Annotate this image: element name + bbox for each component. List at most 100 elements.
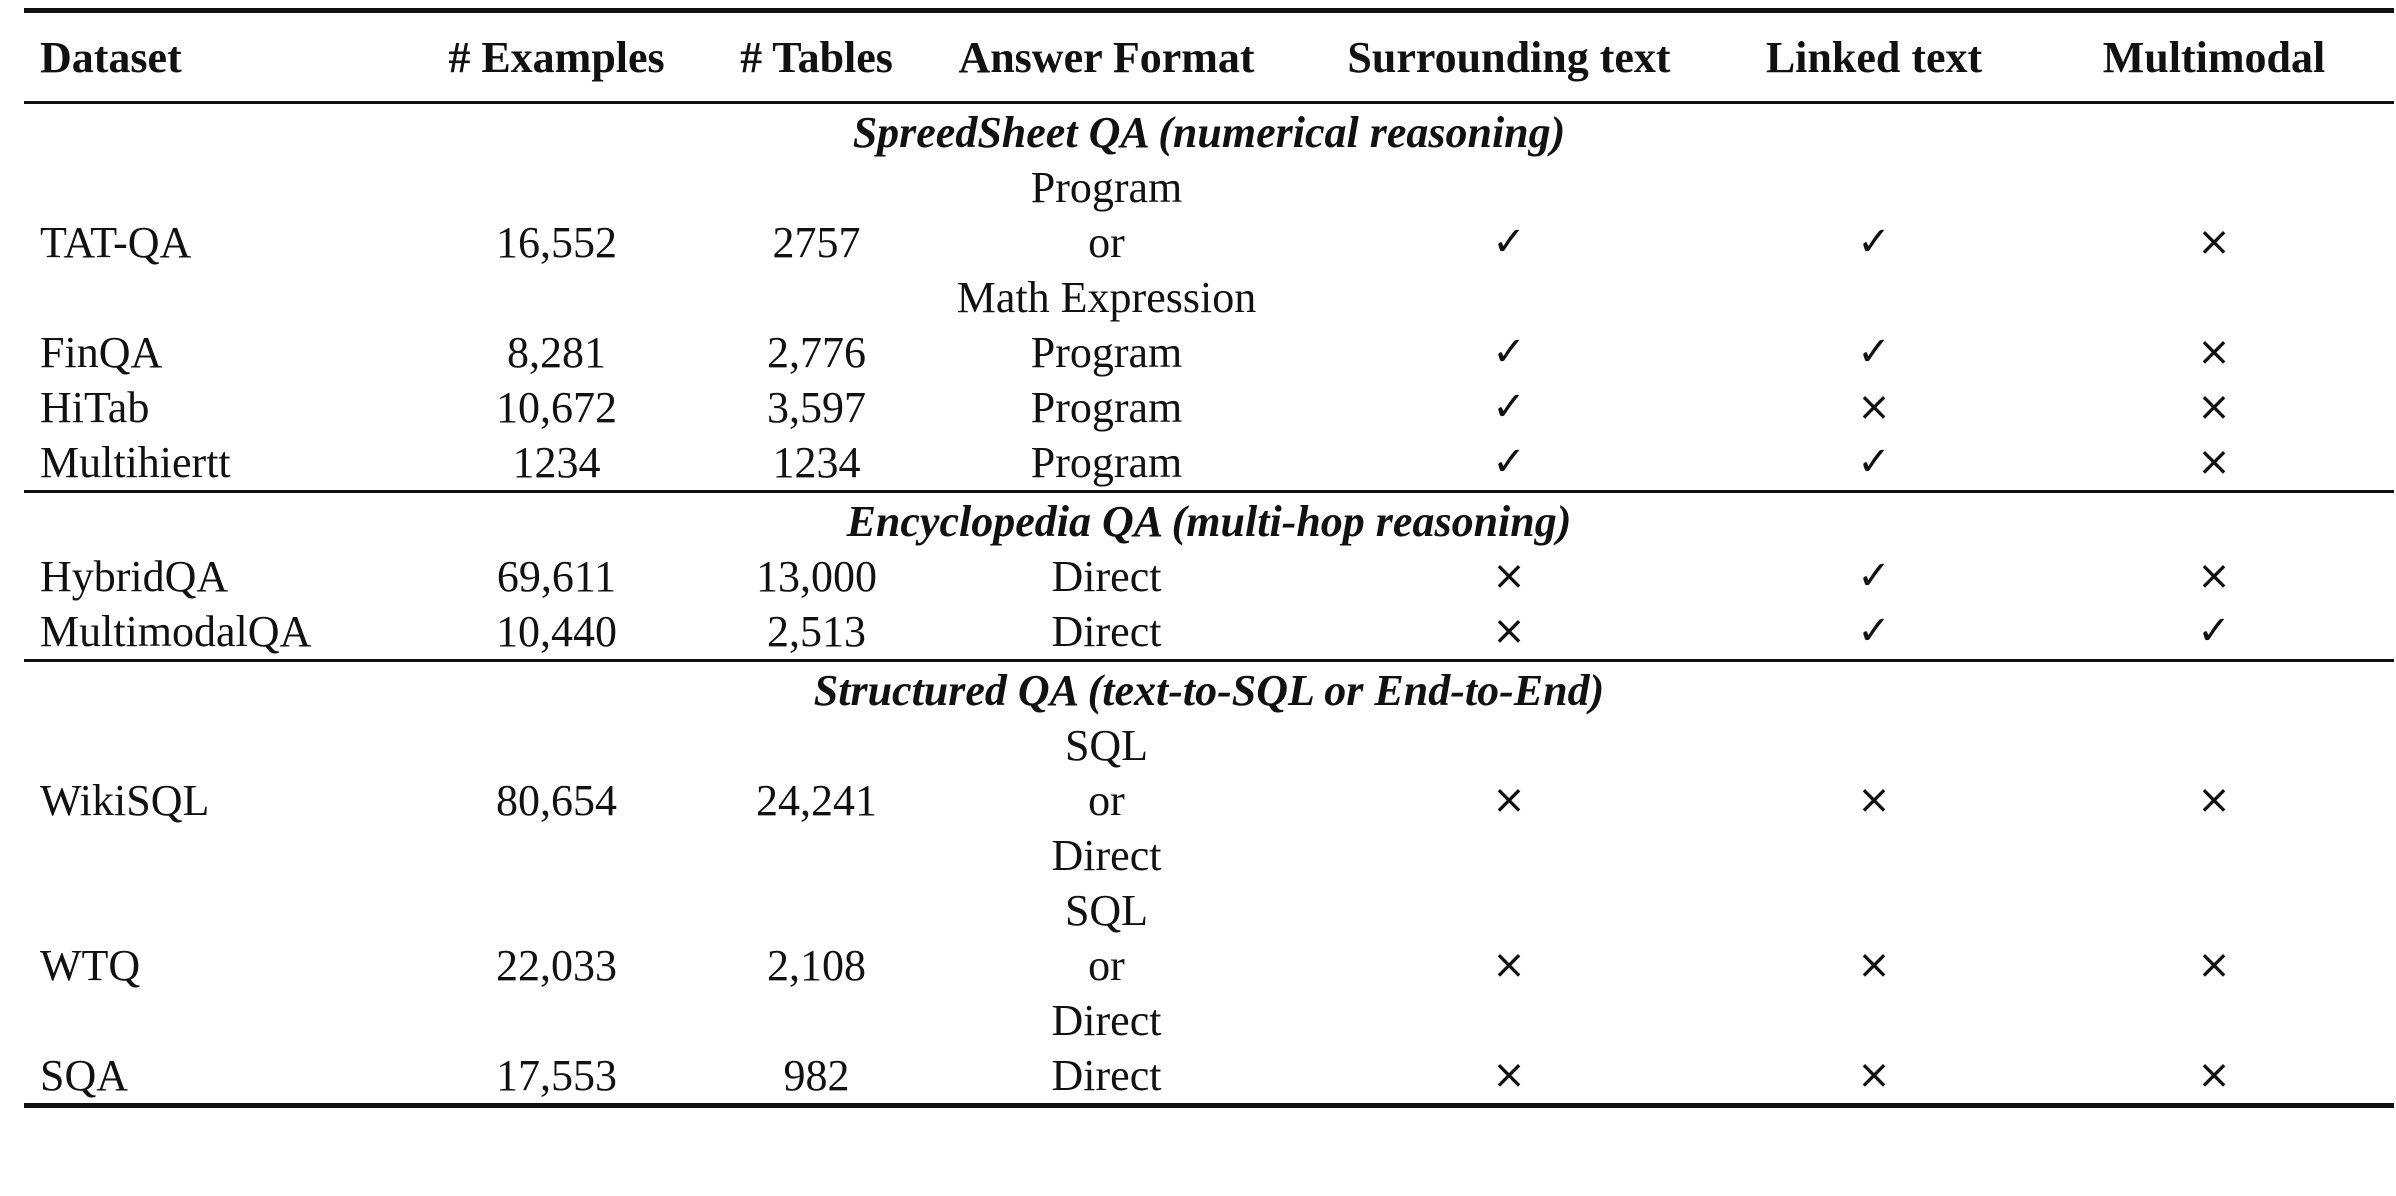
answer-format-line: Direct	[1051, 831, 1162, 880]
examples-cell: 80,654	[496, 776, 617, 825]
tables-cell: 24,241	[756, 776, 877, 825]
linked-text-cell: ×	[1857, 384, 1891, 430]
examples-cell: 17,553	[389, 1048, 724, 1108]
examples-cell: 10,672	[496, 383, 617, 432]
header-multimodal: Multimodal	[2034, 8, 2394, 104]
multimodal-cell: ×	[2197, 384, 2231, 430]
multimodal-cell: ×	[2197, 942, 2231, 988]
answer-format-line: Program	[1030, 163, 1183, 212]
answer-format-cell: Program	[909, 435, 1304, 493]
dataset-cell: FinQA	[40, 328, 163, 377]
answer-format-line: Direct	[1051, 996, 1162, 1045]
answer-format-line: SQL	[1064, 886, 1149, 935]
surrounding-text-cell: ✓	[1304, 435, 1714, 493]
dataset-cell: WikiSQL	[40, 776, 210, 825]
linked-text-cell: ✓	[1857, 219, 1891, 265]
multimodal-cell: ×	[2034, 1048, 2394, 1108]
dataset-cell: HiTab	[40, 383, 150, 432]
linked-text-cell: ×	[1714, 1048, 2034, 1108]
answer-format-cell: Direct	[909, 1048, 1304, 1108]
dataset-comparison-table: Dataset # Examples # Tables Answer Forma…	[24, 8, 2394, 1108]
multimodal-cell: ×	[2197, 219, 2231, 265]
table-row: FinQA 8,281 2,776 Program ✓ ✓ ×	[24, 325, 2394, 380]
dataset-cell: MultimodalQA	[24, 604, 389, 662]
section-row: Encyclopedia QA (multi-hop reasoning)	[24, 492, 2394, 550]
header-linked-text: Linked text	[1714, 8, 2034, 104]
dataset-cell: TAT-QA	[40, 218, 192, 267]
section-row: Structured QA (text-to-SQL or End-to-End…	[24, 661, 2394, 719]
answer-format-cell: SQL or Direct	[909, 718, 1304, 883]
tables-cell: 2,776	[767, 328, 866, 377]
table-row: MultimodalQA 10,440 2,513 Direct × ✓ ✓	[24, 604, 2394, 662]
surrounding-text-cell: ×	[1304, 1048, 1714, 1108]
section-row: SpreedSheet QA (numerical reasoning)	[24, 103, 2394, 161]
table-row: HiTab 10,672 3,597 Program ✓ × ×	[24, 380, 2394, 435]
answer-format-line: Direct	[1051, 552, 1162, 601]
linked-text-cell: ×	[1857, 942, 1891, 988]
section-title: Structured QA (text-to-SQL or End-to-End…	[813, 665, 1605, 715]
linked-text-cell: ✓	[1857, 553, 1891, 599]
tables-cell: 982	[724, 1048, 909, 1108]
tables-cell: 2,108	[767, 941, 866, 990]
tables-cell: 3,597	[767, 383, 866, 432]
linked-text-cell: ×	[1857, 777, 1891, 823]
header-dataset: Dataset	[24, 8, 389, 104]
examples-cell: 8,281	[507, 328, 606, 377]
multimodal-cell: ×	[2197, 329, 2231, 375]
examples-cell: 22,033	[496, 941, 617, 990]
table-row: HybridQA 69,611 13,000 Direct × ✓ ×	[24, 549, 2394, 604]
tables-cell: 2,513	[724, 604, 909, 662]
dataset-cell: Multihiertt	[24, 435, 389, 493]
multimodal-cell: ×	[2197, 553, 2231, 599]
answer-format-line: or	[1088, 941, 1125, 990]
surrounding-text-cell: ×	[1492, 777, 1526, 823]
header-surrounding-text: Surrounding text	[1304, 8, 1714, 104]
surrounding-text-cell: ×	[1304, 604, 1714, 662]
dataset-cell: HybridQA	[40, 552, 229, 601]
examples-cell: 16,552	[496, 218, 617, 267]
linked-text-cell: ✓	[1714, 604, 2034, 662]
answer-format-line: SQL	[1064, 721, 1149, 770]
surrounding-text-cell: ×	[1492, 553, 1526, 599]
header-row: Dataset # Examples # Tables Answer Forma…	[24, 8, 2394, 104]
surrounding-text-cell: ×	[1492, 942, 1526, 988]
header-tables: # Tables	[724, 8, 909, 104]
tables-cell: 1234	[724, 435, 909, 493]
tables-cell: 13,000	[756, 552, 877, 601]
examples-cell: 10,440	[389, 604, 724, 662]
answer-format-line: Direct	[1051, 607, 1162, 656]
section-title: SpreedSheet QA (numerical reasoning)	[852, 107, 1566, 157]
answer-format-cell: Program or Math Expression	[909, 160, 1304, 325]
header-examples: # Examples	[389, 8, 724, 104]
answer-format-line: Program	[1030, 438, 1183, 487]
answer-format-line: Program	[1030, 328, 1183, 377]
linked-text-cell: ✓	[1857, 329, 1891, 375]
answer-format-line: Program	[1030, 383, 1183, 432]
section-title: Encyclopedia QA (multi-hop reasoning)	[846, 496, 1572, 546]
examples-cell: 1234	[389, 435, 724, 493]
surrounding-text-cell: ✓	[1492, 384, 1526, 430]
answer-format-cell: Direct	[909, 604, 1304, 662]
multimodal-cell: ✓	[2034, 604, 2394, 662]
answer-format-line: or	[1088, 218, 1125, 267]
answer-format-cell: Program	[909, 380, 1304, 435]
header-answer-format: Answer Format	[909, 8, 1304, 104]
answer-format-line: Direct	[1051, 1051, 1162, 1100]
answer-format-line: or	[1088, 776, 1125, 825]
answer-format-cell: Program	[909, 325, 1304, 380]
linked-text-cell: ✓	[1714, 435, 2034, 493]
table-row: SQA 17,553 982 Direct × × ×	[24, 1048, 2394, 1108]
answer-format-cell: Direct	[909, 549, 1304, 604]
examples-cell: 69,611	[496, 552, 617, 601]
surrounding-text-cell: ✓	[1492, 219, 1526, 265]
tables-cell: 2757	[772, 218, 861, 267]
multimodal-cell: ×	[2034, 435, 2394, 493]
answer-format-cell: SQL or Direct	[909, 883, 1304, 1048]
dataset-cell: SQA	[24, 1048, 389, 1108]
dataset-cell: WTQ	[40, 941, 141, 990]
table-body: SpreedSheet QA (numerical reasoning) TAT-…	[24, 103, 2394, 1108]
table-row: Multihiertt 1234 1234 Program ✓ ✓ ×	[24, 435, 2394, 493]
table-row: WTQ 22,033 2,108 SQL or Direct × × ×	[24, 883, 2394, 1048]
multimodal-cell: ×	[2197, 777, 2231, 823]
